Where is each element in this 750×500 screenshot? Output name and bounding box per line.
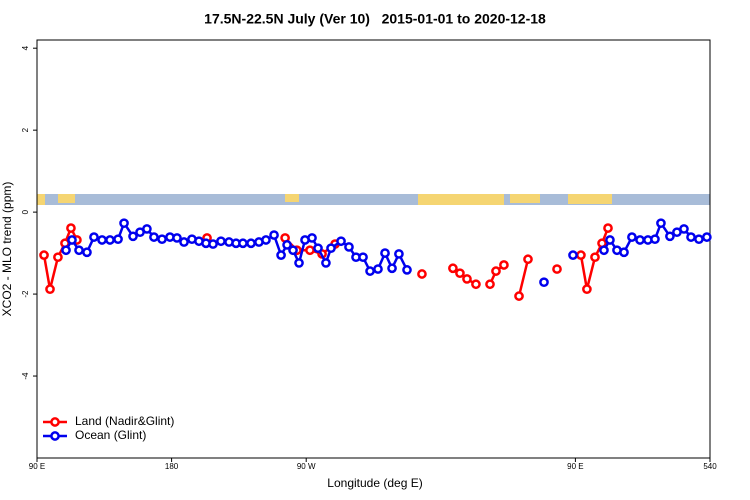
point: [119, 218, 129, 229]
point: [66, 223, 76, 233]
legend-marker: [50, 431, 60, 441]
legend-label: Ocean (Glint): [75, 428, 146, 442]
land-strip: [418, 194, 504, 205]
point: [208, 239, 218, 249]
point: [45, 284, 55, 295]
point: [380, 248, 390, 258]
point: [157, 234, 167, 245]
point: [702, 232, 712, 242]
point: [344, 242, 354, 252]
land-strip: [568, 194, 612, 204]
point: [179, 237, 189, 247]
y-tick-label: -2: [21, 290, 30, 298]
point: [39, 250, 49, 260]
point: [394, 249, 404, 259]
point: [599, 245, 609, 256]
point: [61, 245, 71, 256]
point: [261, 235, 271, 245]
point: [365, 266, 375, 276]
point: [514, 291, 524, 301]
ocean-strip: [37, 194, 710, 205]
point: [448, 263, 458, 274]
x-tick-label: 540: [703, 462, 717, 471]
point: [288, 245, 298, 256]
point: [105, 235, 115, 245]
point: [605, 235, 615, 245]
point: [603, 223, 613, 233]
point: [694, 234, 704, 245]
point: [462, 274, 472, 284]
point: [149, 232, 159, 242]
point: [128, 231, 138, 242]
point: [552, 264, 562, 274]
point: [269, 230, 279, 240]
point: [471, 279, 481, 290]
point: [336, 236, 346, 247]
point: [619, 247, 629, 258]
point: [321, 258, 331, 268]
land-strip: [285, 194, 299, 202]
x-tick-label: 90 E: [567, 462, 583, 471]
point: [590, 252, 600, 263]
point: [89, 232, 99, 242]
point: [294, 258, 304, 268]
point: [539, 277, 549, 288]
point: [402, 265, 412, 275]
point: [53, 252, 63, 263]
plot-frame: [36, 39, 711, 459]
y-tick-label: 0: [21, 209, 30, 214]
point: [582, 284, 592, 295]
y-tick-label: 4: [21, 45, 30, 50]
point: [665, 231, 675, 242]
land-strip: [37, 194, 45, 205]
legend-label: Land (Nadir&Glint): [75, 414, 174, 428]
point: [686, 232, 696, 242]
point: [576, 250, 586, 260]
land-mask-strip: [37, 194, 710, 205]
point: [679, 224, 689, 234]
point: [358, 252, 368, 263]
y-axis-label: XCO2 - MLO trend (ppm): [0, 182, 14, 317]
x-tick-label: 90 W: [297, 462, 316, 471]
point: [326, 243, 336, 254]
y-tick-label: -4: [21, 372, 30, 380]
point: [523, 254, 533, 265]
point: [417, 269, 427, 279]
y-tick-label: 2: [21, 127, 30, 132]
legend-marker: [50, 417, 60, 427]
point: [305, 245, 315, 256]
point: [67, 235, 77, 245]
point: [455, 268, 465, 279]
point: [238, 238, 248, 249]
point: [113, 234, 123, 245]
x-tick-label: 90 E: [29, 462, 45, 471]
point: [627, 232, 637, 242]
point: [97, 235, 107, 245]
point: [656, 218, 666, 229]
point: [650, 234, 660, 245]
x-axis-label: Longitude (deg E): [327, 476, 422, 490]
point: [74, 245, 84, 256]
point: [499, 260, 509, 270]
point: [282, 240, 292, 250]
point: [635, 235, 645, 245]
land-strip: [58, 194, 75, 203]
point: [491, 266, 501, 276]
point: [373, 264, 383, 274]
x-tick-label: 180: [165, 462, 179, 471]
point: [485, 279, 495, 290]
point: [142, 224, 152, 234]
point: [172, 233, 182, 243]
point: [387, 263, 397, 274]
point: [276, 250, 286, 260]
point: [307, 233, 317, 243]
point: [568, 250, 578, 260]
point: [216, 236, 226, 247]
point: [313, 243, 323, 254]
point: [246, 238, 256, 249]
land-strip: [510, 194, 540, 203]
point: [82, 247, 92, 258]
chart-title: 17.5N-22.5N July (Ver 10) 2015-01-01 to …: [204, 11, 546, 27]
